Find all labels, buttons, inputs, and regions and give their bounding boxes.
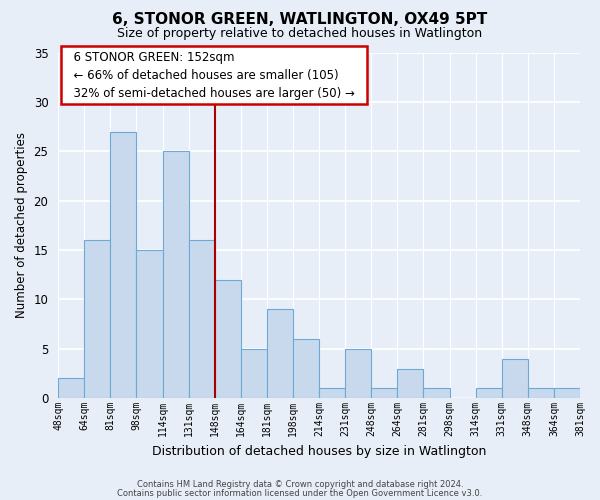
Text: 6, STONOR GREEN, WATLINGTON, OX49 5PT: 6, STONOR GREEN, WATLINGTON, OX49 5PT — [112, 12, 488, 28]
Bar — [110, 132, 136, 398]
Bar — [424, 388, 449, 398]
Text: Contains HM Land Registry data © Crown copyright and database right 2024.: Contains HM Land Registry data © Crown c… — [137, 480, 463, 489]
Y-axis label: Number of detached properties: Number of detached properties — [15, 132, 28, 318]
Bar — [293, 339, 319, 398]
Bar — [476, 388, 502, 398]
Bar — [528, 388, 554, 398]
Text: Contains public sector information licensed under the Open Government Licence v3: Contains public sector information licen… — [118, 489, 482, 498]
Bar — [554, 388, 580, 398]
Bar — [371, 388, 397, 398]
Text: Size of property relative to detached houses in Watlington: Size of property relative to detached ho… — [118, 28, 482, 40]
Bar — [502, 358, 528, 398]
Bar — [241, 349, 267, 398]
Bar — [397, 368, 424, 398]
Bar — [345, 349, 371, 398]
Bar — [136, 250, 163, 398]
Bar — [319, 388, 345, 398]
Bar — [84, 240, 110, 398]
Bar — [58, 378, 84, 398]
Bar — [163, 152, 188, 398]
X-axis label: Distribution of detached houses by size in Watlington: Distribution of detached houses by size … — [152, 444, 486, 458]
Text: 6 STONOR GREEN: 152sqm  
  ← 66% of detached houses are smaller (105)  
  32% of: 6 STONOR GREEN: 152sqm ← 66% of detached… — [66, 50, 362, 100]
Bar — [188, 240, 215, 398]
Bar — [215, 280, 241, 398]
Bar — [267, 310, 293, 398]
